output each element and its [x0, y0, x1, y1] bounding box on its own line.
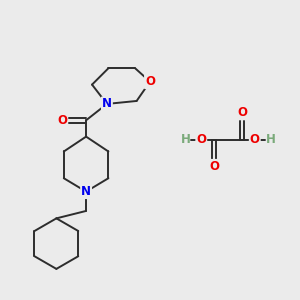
Text: H: H	[266, 133, 275, 146]
Text: H: H	[181, 133, 190, 146]
Text: O: O	[209, 160, 219, 173]
Text: O: O	[57, 114, 67, 127]
Text: O: O	[145, 75, 155, 88]
Text: N: N	[102, 98, 112, 110]
Text: O: O	[250, 133, 260, 146]
Text: O: O	[196, 133, 206, 146]
Text: O: O	[237, 106, 247, 119]
Text: N: N	[81, 185, 91, 198]
